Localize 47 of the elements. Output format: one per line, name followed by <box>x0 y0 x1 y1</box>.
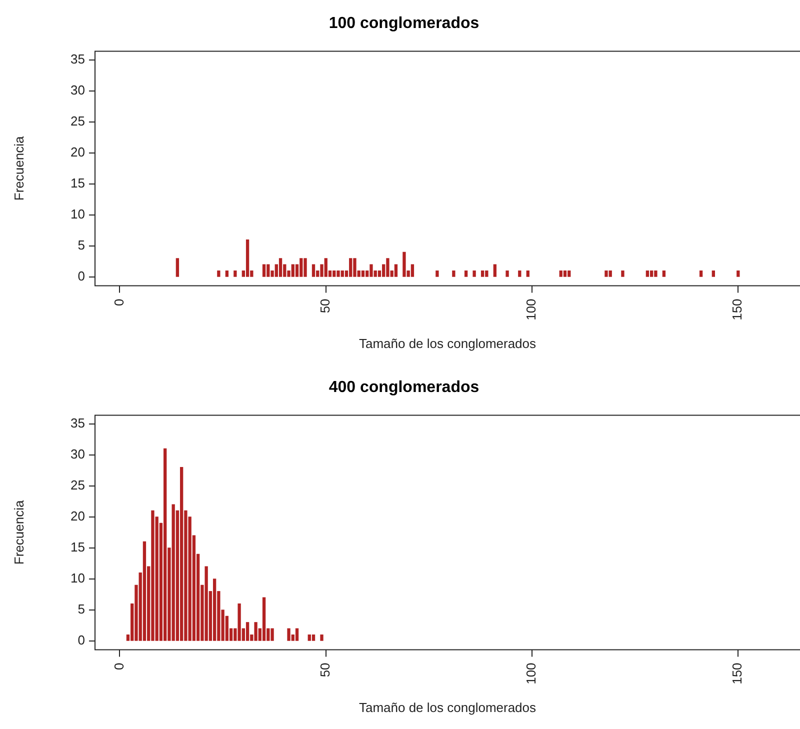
bar <box>270 628 274 641</box>
chart-title: 100 conglomerados <box>328 15 480 32</box>
bar <box>287 628 290 641</box>
chart-title: 400 conglomerados <box>328 379 480 396</box>
x-tick-label: 0 <box>111 662 126 670</box>
y-tick-label: 20 <box>70 508 85 524</box>
x-axis-title: Tamaño de los conglomerados <box>358 336 537 351</box>
y-tick-label: 0 <box>78 632 85 648</box>
y-tick-label: 15 <box>70 176 85 191</box>
y-tick-label: 20 <box>70 144 85 160</box>
x-tick-label: 100 <box>524 662 539 684</box>
y-tick-label: 35 <box>70 51 85 66</box>
bar <box>142 541 146 641</box>
y-axis-title: Frecuencia <box>11 500 26 565</box>
x-tick-label: 100 <box>524 298 539 320</box>
x-tick-label: 0 <box>111 298 126 306</box>
y-tick-label: 30 <box>70 82 85 98</box>
y-tick-label: 30 <box>70 446 85 462</box>
y-axis-title: Frecuencia <box>11 136 26 201</box>
x-tick-label: 150 <box>730 662 745 684</box>
x-tick-label: 50 <box>317 662 332 678</box>
bar <box>254 622 258 641</box>
y-tick-label: 25 <box>70 478 85 493</box>
y-tick-label: 5 <box>78 238 85 253</box>
bar <box>212 578 216 641</box>
bar <box>262 597 266 641</box>
y-tick-label: 10 <box>70 570 85 586</box>
bar <box>238 603 241 641</box>
bar <box>172 504 175 641</box>
bar <box>246 622 250 641</box>
bar <box>204 566 208 641</box>
y-tick-label: 10 <box>70 206 85 222</box>
bar <box>308 634 311 641</box>
bar <box>295 628 299 641</box>
x-tick-label: 50 <box>317 298 332 314</box>
x-axis-title: Tamaño de los conglomerados <box>358 700 537 715</box>
bar <box>312 634 316 641</box>
bar <box>151 510 154 641</box>
bar <box>320 634 324 641</box>
y-tick-label: 25 <box>70 114 85 129</box>
y-tick-label: 0 <box>78 268 85 284</box>
x-tick-label: 150 <box>730 298 745 320</box>
y-tick-label: 5 <box>78 602 85 617</box>
bar <box>180 466 184 641</box>
y-tick-label: 35 <box>70 415 85 430</box>
y-tick-label: 15 <box>70 540 85 555</box>
bar <box>164 448 167 641</box>
